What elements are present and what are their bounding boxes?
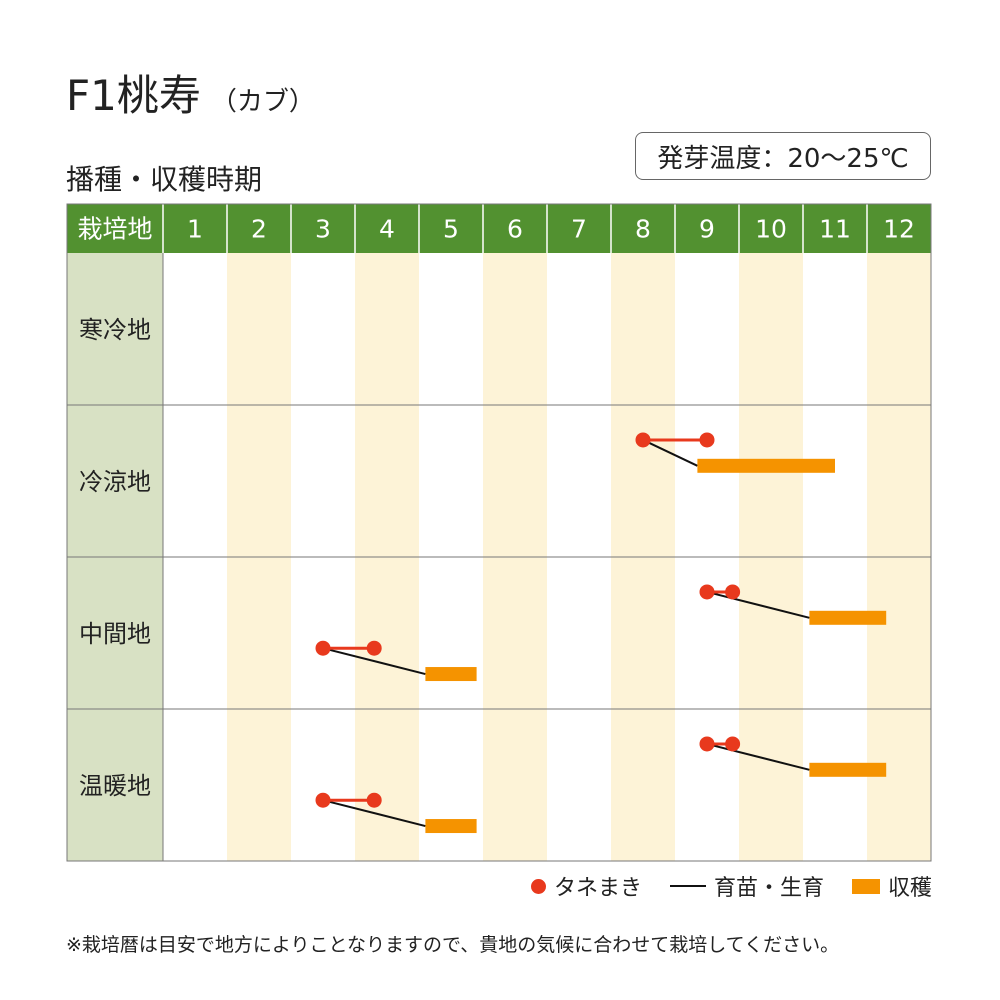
growing-line: [642, 439, 698, 467]
legend-label-growing: 育苗・生育: [713, 876, 824, 901]
harvest-bar: [425, 667, 477, 682]
month-tick-label: 1: [187, 215, 203, 244]
month-tick-label: 5: [443, 215, 459, 244]
region-label: 中間地: [79, 620, 151, 648]
growing-line: [706, 742, 810, 771]
month-tick-label: 7: [571, 215, 587, 244]
month-tick-label: 6: [507, 215, 523, 244]
legend: タネまき 育苗・生育 収穫: [503, 870, 932, 902]
sowing-dot: [699, 584, 715, 600]
germination-temp-box: 発芽温度：20～25℃: [635, 132, 931, 180]
growing-line: [322, 647, 426, 676]
sowing-dot: [635, 432, 651, 448]
legend-item-harvest: 収穫: [851, 870, 932, 902]
footnote: ※栽培暦は目安で地方によりことなりますので、貴地の気候に合わせて栽培してください…: [66, 934, 840, 956]
sowing-dot: [699, 432, 715, 448]
legend-label-harvest: 収穫: [887, 876, 932, 901]
month-tick-label: 8: [635, 215, 651, 244]
sowing-dot: [366, 640, 382, 656]
growing-line: [706, 590, 810, 619]
sowing-dot: [315, 640, 331, 656]
page-title: F1桃寿 （カブ）: [66, 62, 315, 123]
sowing-dot: [725, 584, 741, 600]
sowing-dot: [725, 736, 741, 752]
harvest-bar: [697, 458, 835, 473]
region-label: 寒冷地: [79, 316, 151, 344]
sowing-dot: [315, 792, 331, 808]
harvest-bar-icon: [851, 878, 880, 894]
growing-line-icon: [669, 885, 706, 887]
legend-item-sowing: タネまき: [530, 870, 642, 902]
variety-name: F1桃寿: [66, 71, 201, 120]
sowing-dot-icon: [530, 878, 546, 894]
month-tick-label: 9: [699, 215, 715, 244]
sowing-dot: [366, 792, 382, 808]
harvest-bar: [425, 819, 477, 834]
header-band: [67, 204, 931, 253]
section-title: 播種・収穫時期: [66, 163, 263, 196]
corner-label: 栽培地: [77, 215, 152, 244]
month-tick-label: 4: [379, 215, 395, 244]
month-tick-label: 3: [315, 215, 331, 244]
region-label: 冷涼地: [79, 468, 151, 496]
month-tick-label: 12: [883, 215, 915, 244]
sowing-dot: [699, 736, 715, 752]
region-label: 温暖地: [79, 772, 151, 800]
month-tick-label: 11: [819, 215, 851, 244]
legend-item-growing: 育苗・生育: [669, 870, 824, 902]
chart-outline: [66, 203, 932, 862]
month-tick-label: 2: [251, 215, 267, 244]
growing-line: [322, 799, 426, 828]
harvest-bar: [809, 610, 887, 625]
harvest-bar: [809, 762, 887, 777]
crop-type: （カブ）: [210, 87, 315, 117]
month-tick-label: 10: [755, 215, 787, 244]
legend-label-sowing: タネまき: [553, 876, 642, 901]
